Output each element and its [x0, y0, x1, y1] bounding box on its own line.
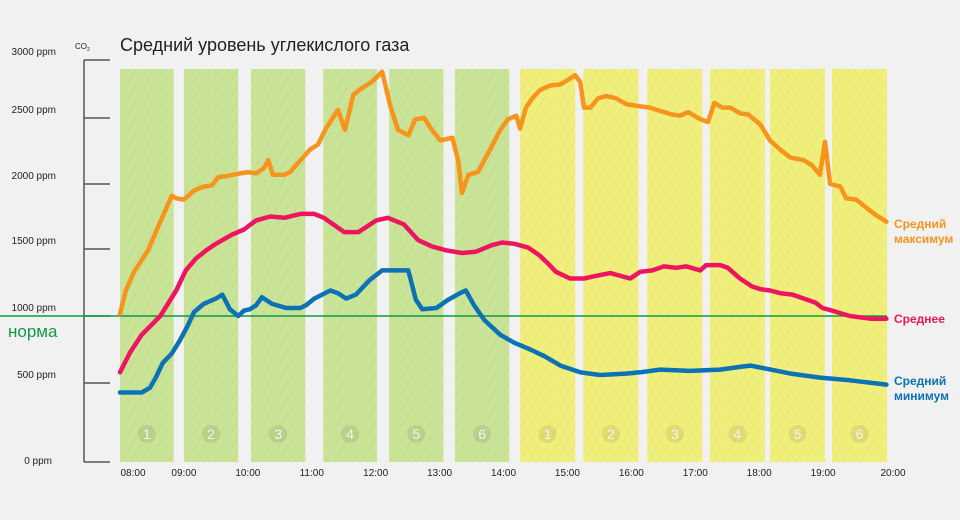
x-tick-label: 08:00: [120, 468, 145, 479]
band-hatch: [251, 69, 306, 462]
y-tick-label: 500 ppm: [17, 370, 56, 381]
x-tick-label: 09:00: [171, 468, 196, 479]
x-tick-label: 14:00: [491, 468, 516, 479]
x-ticks: 08:00 09:00 10:00 11:00 12:00 13:00 14:00 15:00…: [120, 468, 905, 479]
band-number: 2: [607, 426, 615, 442]
band-number: 1: [143, 426, 151, 442]
band-number: 3: [671, 426, 679, 442]
y-tick-label: 3000 ppm: [12, 47, 56, 58]
band-hatch: [770, 69, 826, 462]
series-group: [117, 69, 889, 395]
norm-label: норма: [8, 322, 58, 341]
band-number: 6: [478, 426, 486, 442]
band-number: 5: [412, 426, 420, 442]
band: 5: [770, 69, 826, 462]
band: 3: [251, 69, 306, 462]
band-number: 5: [794, 426, 802, 442]
band-number-circle: [341, 425, 360, 443]
band-number: 4: [346, 426, 354, 442]
chart-title: Средний уровень углекислого газа: [120, 35, 410, 55]
series-2: [117, 268, 889, 395]
band-number-circle: [788, 425, 807, 443]
legend-label-line1: Средний: [894, 217, 946, 231]
band-number-circle: [137, 425, 156, 443]
y-tick-label: 2000 ppm: [12, 171, 56, 182]
legend-label-line1: Среднее: [894, 312, 945, 326]
x-tick-label: 11:00: [300, 468, 325, 479]
x-tick-label: 17:00: [683, 468, 708, 479]
band-number-circle: [269, 425, 288, 443]
y-axis-label: CO2: [75, 42, 90, 53]
band-hatch: [323, 69, 377, 462]
y-ticks: 0 ppm 500 ppm 1000 ppm 1500 ppm 2000 ppm 2500…: [12, 47, 110, 467]
x-tick-label: 18:00: [747, 468, 772, 479]
legend-label: Средний минимум: [894, 374, 949, 403]
legend-label: Средний максимум: [894, 217, 954, 246]
norm-group: норма: [0, 315, 887, 341]
band-number-circle: [538, 425, 557, 443]
band: 2: [583, 69, 639, 462]
legend-label-line2: максимум: [894, 232, 954, 246]
band: 4: [323, 69, 377, 462]
x-tick-label: 10:00: [235, 468, 260, 479]
band-number: 3: [274, 426, 282, 442]
y-tick-label: 2500 ppm: [12, 105, 56, 116]
band: 2: [183, 69, 239, 462]
band: 1: [120, 69, 174, 462]
band-number-circle: [665, 425, 684, 443]
band: 6: [832, 69, 887, 462]
band-hatch: [183, 69, 239, 462]
band-number-circle: [601, 425, 620, 443]
x-tick-label: 13:00: [427, 468, 452, 479]
band-number: 4: [734, 426, 742, 442]
time-bands: 1 2 3 4 5 6 1 2 3 4 5 6: [120, 69, 887, 462]
series-1: [117, 211, 889, 375]
x-tick-label: 12:00: [363, 468, 388, 479]
band-number: 2: [207, 426, 215, 442]
band-number-circle: [202, 425, 221, 443]
x-tick-label: 16:00: [619, 468, 644, 479]
series-0: [117, 69, 889, 317]
legend-label: Среднее: [894, 312, 945, 326]
legend-label-line1: Средний: [894, 374, 946, 388]
band-number-circle: [473, 425, 492, 443]
legend-label-line2: минимум: [894, 389, 949, 403]
band-number: 6: [856, 426, 864, 442]
band-number-circle: [728, 425, 747, 443]
band-hatch: [120, 69, 174, 462]
x-tick-label: 20:00: [880, 468, 905, 479]
band-number-circle: [850, 425, 869, 443]
x-tick-label: 19:00: [811, 468, 836, 479]
y-tick-label: 1000 ppm: [12, 303, 56, 314]
band-number-circle: [407, 425, 426, 443]
y-tick-label: 1500 ppm: [12, 236, 56, 247]
band-hatch: [583, 69, 639, 462]
band-hatch: [832, 69, 887, 462]
band-number: 1: [544, 426, 552, 442]
y-tick-label: 0 ppm: [24, 456, 52, 467]
x-tick-label: 15:00: [555, 468, 580, 479]
